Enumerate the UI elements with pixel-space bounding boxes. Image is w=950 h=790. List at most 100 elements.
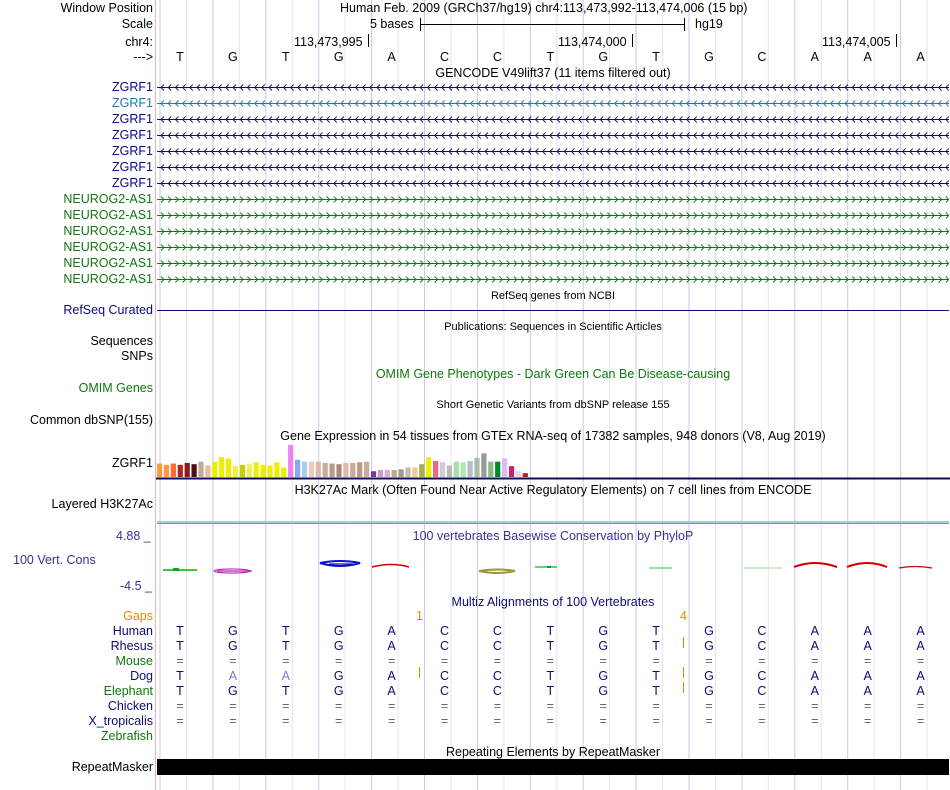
gtex-tissue-bar[interactable] <box>253 462 259 477</box>
multiz-species-label[interactable]: X_tropicalis <box>88 714 153 728</box>
dbsnp-label[interactable]: Common dbSNP(155) <box>30 413 153 427</box>
multiz-species-label[interactable]: Zebrafish <box>100 729 153 743</box>
gencode-transcript-line[interactable] <box>157 179 949 188</box>
gencode-track-label[interactable]: ZGRF1 <box>112 128 153 142</box>
refseq-label[interactable]: RefSeq Curated <box>63 303 153 317</box>
gencode-track-label[interactable]: ZGRF1 <box>112 176 153 190</box>
gencode-track-label[interactable]: NEUROG2-AS1 <box>63 192 153 206</box>
multiz-species-label[interactable]: Rhesus <box>110 639 153 653</box>
gtex-tissue-bar[interactable] <box>322 462 328 477</box>
gtex-tissue-bar[interactable] <box>191 464 197 477</box>
gencode-track-label[interactable]: NEUROG2-AS1 <box>63 208 153 222</box>
repeatmasker-block[interactable] <box>157 759 949 775</box>
multiz-species-label[interactable]: Chicken <box>107 699 153 713</box>
gencode-transcript-line[interactable] <box>157 211 949 220</box>
gtex-tissue-bar[interactable] <box>412 467 418 477</box>
gtex-tissue-bar[interactable] <box>205 465 211 477</box>
phylop-title[interactable]: 100 vertebrates Basewise Conservation by… <box>412 529 694 543</box>
gtex-tissue-bar[interactable] <box>398 469 404 477</box>
gtex-tissue-bar[interactable] <box>315 461 321 477</box>
gtex-tissue-bar[interactable] <box>384 469 390 477</box>
gtex-tissue-bar[interactable] <box>495 461 501 477</box>
gencode-track-label[interactable]: NEUROG2-AS1 <box>63 256 153 270</box>
gencode-title[interactable]: GENCODE V49lift37 (11 items filtered out… <box>435 66 671 80</box>
gtex-tissue-bar[interactable] <box>446 465 452 477</box>
gencode-track-label[interactable]: NEUROG2-AS1 <box>63 240 153 254</box>
gtex-tissue-bar[interactable] <box>522 473 528 477</box>
gtex-tissue-bar[interactable] <box>177 464 183 477</box>
gencode-track-label[interactable]: ZGRF1 <box>112 112 153 126</box>
strand-label[interactable]: ---> <box>133 50 153 64</box>
gtex-tissue-bar[interactable] <box>502 458 508 477</box>
window-position[interactable]: Human Feb. 2009 (GRCh37/hg19) chr4:113,4… <box>340 1 748 15</box>
gtex-tissue-bar[interactable] <box>239 464 245 477</box>
gencode-transcript-line[interactable] <box>157 243 949 252</box>
gtex-tissue-bar[interactable] <box>295 459 301 477</box>
gtex-tissue-bar[interactable] <box>170 463 176 477</box>
gtex-tissue-bar[interactable] <box>419 464 425 477</box>
gtex-tissue-bar[interactable] <box>370 471 377 477</box>
phylop-label[interactable]: 100 Vert. Cons <box>13 553 96 567</box>
gtex-tissue-bar[interactable] <box>357 462 363 477</box>
gencode-transcript-line[interactable] <box>157 99 949 108</box>
repeatmasker-label[interactable]: RepeatMasker <box>71 760 153 774</box>
gtex-label[interactable]: ZGRF1 <box>112 456 153 470</box>
gencode-transcript-line[interactable] <box>157 147 949 156</box>
multiz-species-label[interactable]: Mouse <box>115 654 153 668</box>
gtex-tissue-bar[interactable] <box>453 461 459 477</box>
gtex-tissue-bar[interactable] <box>226 458 232 477</box>
h3k27ac-label[interactable]: Layered H3K27Ac <box>51 497 153 511</box>
multiz-title[interactable]: Multiz Alignments of 100 Vertebrates <box>451 595 655 609</box>
gtex-tissue-bar[interactable] <box>426 457 432 477</box>
gtex-tissue-bar[interactable] <box>405 467 411 477</box>
publications-title[interactable]: Publications: Sequences in Scientific Ar… <box>444 321 662 333</box>
gtex-tissue-bar[interactable] <box>288 445 294 477</box>
gencode-transcript-line[interactable] <box>157 115 949 124</box>
gtex-bar-chart[interactable] <box>156 444 950 480</box>
gtex-tissue-bar[interactable] <box>329 463 335 477</box>
gtex-tissue-bar[interactable] <box>391 469 397 477</box>
gtex-tissue-bar[interactable] <box>219 457 225 477</box>
gtex-tissue-bar[interactable] <box>508 466 515 477</box>
gtex-title[interactable]: Gene Expression in 54 tissues from GTEx … <box>280 429 826 443</box>
gencode-track-label[interactable]: NEUROG2-AS1 <box>63 272 153 286</box>
gtex-tissue-bar[interactable] <box>163 464 170 477</box>
gtex-tissue-bar[interactable] <box>184 462 190 477</box>
gtex-tissue-bar[interactable] <box>301 461 308 477</box>
gencode-track-label[interactable]: ZGRF1 <box>112 144 153 158</box>
gencode-track-label[interactable]: NEUROG2-AS1 <box>63 224 153 238</box>
gtex-tissue-bar[interactable] <box>246 464 252 477</box>
gencode-transcript-line[interactable] <box>157 131 949 140</box>
gtex-tissue-bar[interactable] <box>274 462 280 477</box>
omim-label[interactable]: OMIM Genes <box>78 381 153 395</box>
gtex-tissue-bar[interactable] <box>481 453 487 477</box>
gtex-tissue-bar[interactable] <box>267 465 273 477</box>
gtex-tissue-bar[interactable] <box>157 463 163 477</box>
gtex-tissue-bar[interactable] <box>198 461 204 477</box>
gtex-tissue-bar[interactable] <box>474 457 480 477</box>
refseq-title[interactable]: RefSeq genes from NCBI <box>490 290 616 302</box>
gencode-track-label[interactable]: ZGRF1 <box>112 96 153 110</box>
snps-label[interactable]: SNPs <box>121 349 153 363</box>
dbsnp-title[interactable]: Short Genetic Variants from dbSNP releas… <box>436 399 670 411</box>
gtex-tissue-bar[interactable] <box>343 462 349 477</box>
gtex-tissue-bar[interactable] <box>377 469 383 477</box>
gtex-tissue-bar[interactable] <box>308 461 314 477</box>
multiz-species-label[interactable]: Dog <box>130 669 153 683</box>
gtex-tissue-bar[interactable] <box>515 471 521 477</box>
gencode-transcript-line[interactable] <box>157 83 949 92</box>
gtex-tissue-bar[interactable] <box>467 461 473 477</box>
gencode-transcript-line[interactable] <box>157 259 949 268</box>
gtex-tissue-bar[interactable] <box>488 461 494 477</box>
gtex-tissue-bar[interactable] <box>439 462 446 477</box>
omim-title[interactable]: OMIM Gene Phenotypes - Dark Green Can Be… <box>375 367 731 381</box>
gencode-transcript-line[interactable] <box>157 275 949 284</box>
sequences-label[interactable]: Sequences <box>90 334 153 348</box>
gtex-tissue-bar[interactable] <box>350 462 356 477</box>
gencode-transcript-line[interactable] <box>157 195 949 204</box>
multiz-species-label[interactable]: Elephant <box>103 684 153 698</box>
multiz-species-label[interactable]: Human <box>112 624 153 638</box>
gtex-tissue-bar[interactable] <box>336 464 342 477</box>
gencode-transcript-line[interactable] <box>157 163 949 172</box>
gtex-tissue-bar[interactable] <box>364 461 370 477</box>
